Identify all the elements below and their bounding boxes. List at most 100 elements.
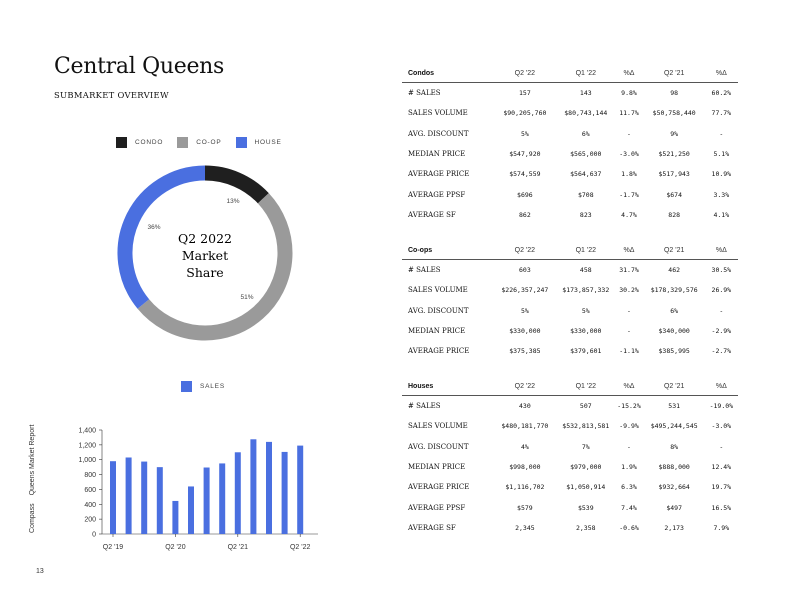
side-label-brand: Compass	[29, 503, 36, 533]
table-cell: $480,181,770	[501, 422, 549, 431]
table-cell: 5%	[520, 129, 529, 138]
table-cell: 1.9%	[621, 463, 637, 472]
table-cell: 31.7%	[619, 266, 639, 275]
table-cell: $521,250	[658, 150, 690, 159]
table-cell: 5.1%	[713, 150, 730, 159]
table-header: Houses Q2 '22 Q1 '22 %Δ Q2 '21 %Δ	[402, 378, 738, 396]
table-row: MEDIAN PRICE $330,000 $330,000 - $340,000 -2.…	[402, 321, 738, 341]
condos-table: Condos Q2 '22 Q1 '22 %Δ Q2 '21 %Δ # SALES 157 14…	[402, 65, 738, 225]
row-label: # SALES	[408, 402, 441, 411]
table-cell: $330,000	[570, 327, 602, 336]
y-tick-label: 0	[92, 532, 96, 539]
table-cell: 462	[668, 266, 681, 275]
table-cell: $495,244,545	[650, 422, 698, 431]
table-cell: 7%	[581, 442, 590, 451]
table-cell: 2,173	[664, 523, 684, 532]
table-cell: $517,943	[658, 170, 690, 179]
table-cell: $497	[666, 503, 682, 512]
table-cell: $173,857,332	[562, 286, 610, 295]
table-cell: -	[719, 306, 724, 315]
table-cell: 26.9%	[711, 286, 732, 295]
donut-slice-condo	[204, 165, 269, 204]
slice-label-house: 36%	[147, 224, 160, 231]
column-header: %Δ	[715, 247, 727, 254]
sales-bar	[141, 461, 148, 534]
legend-swatch-coop	[177, 137, 189, 148]
table-cell: 30.2%	[619, 286, 639, 295]
table-cell: -	[719, 129, 724, 138]
row-label: AVERAGE SF	[408, 523, 456, 532]
table-cell: $674	[666, 190, 682, 199]
slice-label-coop: 51%	[240, 294, 253, 301]
table-cell: 6.3%	[621, 483, 637, 492]
column-header: Q1 '22	[575, 383, 596, 390]
coops-table: Co-ops Q2 '22 Q1 '22 %Δ Q2 '21 %Δ # SALES 603 45…	[402, 242, 738, 361]
sales-bar	[188, 486, 194, 534]
table-header: Condos Q2 '22 Q1 '22 %Δ Q2 '21 %Δ	[402, 65, 738, 83]
table-cell: -15.2%	[617, 402, 641, 411]
x-tick-label: Q2 '22	[290, 544, 311, 551]
page-title: Central Queens	[54, 54, 225, 79]
table-cell: $547,920	[509, 150, 541, 159]
sales-bar	[297, 445, 304, 534]
table-cell: 9.8%	[621, 89, 637, 98]
row-label: AVERAGE PRICE	[408, 170, 470, 179]
table-row: MEDIAN PRICE $547,920 $565,000 -3.0% $521,25…	[402, 144, 738, 164]
table-row: AVERAGE SF 862 823 4.7% 828 4.1%	[402, 205, 738, 225]
table-cell: $565,000	[570, 150, 602, 159]
table-cell: 2,345	[515, 523, 535, 532]
y-tick-label: 1,200	[78, 442, 96, 449]
table-cell: -	[627, 306, 631, 315]
legend-house: HOUSE	[235, 137, 282, 148]
table-cell: 5%	[581, 306, 590, 315]
table-cell: $708	[577, 190, 594, 199]
table-cell: $579	[517, 503, 533, 512]
row-label: AVG. DISCOUNT	[408, 442, 469, 451]
table-cell: -1.7%	[619, 190, 639, 199]
table-cell: $979,000	[570, 463, 602, 472]
y-tick-label: 800	[84, 472, 96, 479]
table-title: Condos	[408, 70, 435, 77]
legend-swatch-sales	[181, 381, 192, 392]
donut-center-line-3: Share	[186, 265, 223, 280]
table-cell: $888,000	[658, 463, 690, 472]
legend-label-sales: SALES	[200, 383, 225, 390]
row-label: MEDIAN PRICE	[408, 150, 466, 159]
table-cell: 828	[668, 210, 681, 219]
column-header: %Δ	[623, 247, 635, 254]
column-header: %Δ	[623, 383, 635, 390]
table-cell: $379,601	[570, 347, 602, 356]
table-cell: 77.7%	[711, 109, 732, 118]
row-label: MEDIAN PRICE	[408, 327, 466, 336]
table-cell: -	[627, 327, 631, 336]
table-cell: $375,385	[509, 347, 541, 356]
row-label: AVERAGE PPSF	[408, 503, 466, 512]
table-cell: -2.7%	[711, 347, 732, 356]
column-header: Q2 '22	[514, 247, 536, 254]
side-label: Compass Queens Market Report	[29, 417, 36, 533]
table-cell: 603	[519, 266, 531, 275]
table-cell: 458	[579, 266, 592, 275]
table-cell: $90,205,760	[503, 109, 547, 118]
bar-legend: SALES	[181, 381, 225, 392]
table-cell: $1,050,914	[566, 483, 606, 492]
column-header: %Δ	[715, 383, 727, 390]
sales-bar	[156, 467, 163, 534]
page-subtitle: SUBMARKET OVERVIEW	[54, 90, 169, 100]
column-header: Q2 '21	[663, 70, 685, 77]
table-cell: 823	[579, 210, 592, 219]
table-cell: 143	[579, 89, 592, 98]
table-cell: 430	[519, 402, 531, 411]
table-cell: 5%	[520, 306, 529, 315]
table-cell: 507	[579, 402, 592, 411]
table-cell: 4.1%	[713, 210, 730, 219]
table-row: # SALES 430 507 -15.2% 531 -19.0%	[402, 396, 738, 416]
table-cell: $340,000	[658, 327, 690, 336]
table-cell: $574,559	[509, 170, 541, 179]
sales-bar	[110, 461, 116, 534]
donut-legend: CONDO CO-OP HOUSE	[116, 137, 296, 148]
column-header: %Δ	[715, 70, 727, 77]
legend-label-coop: CO-OP	[196, 139, 222, 146]
column-header: Q1 '22	[575, 247, 596, 254]
table-row: AVERAGE PRICE $1,116,702 $1,050,914 6.3% $93…	[402, 477, 738, 497]
